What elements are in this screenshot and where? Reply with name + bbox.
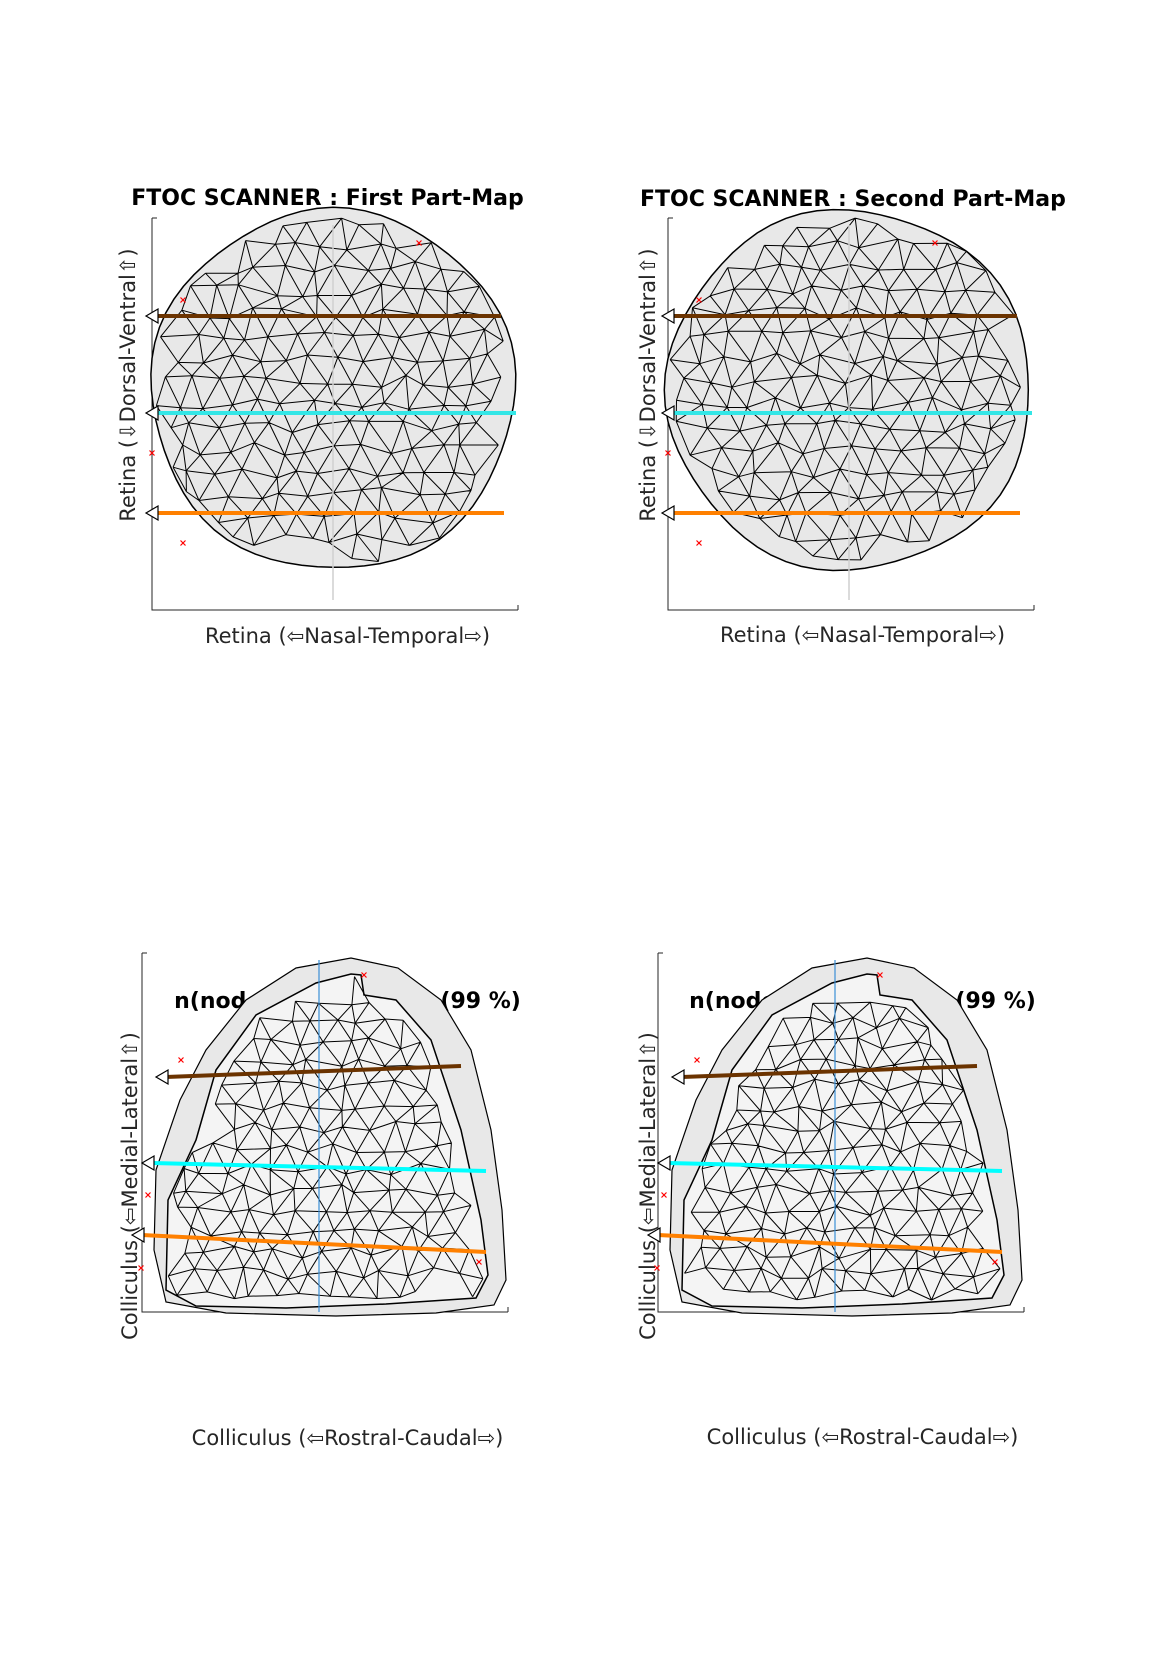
red-cross-marker: [654, 1265, 660, 1271]
arrow-head: [144, 307, 159, 325]
mesh-edges: [155, 217, 504, 562]
mesh-edges: [167, 976, 484, 1300]
triangle-mesh: [684, 1001, 1001, 1301]
triangle-mesh: [155, 217, 504, 562]
mesh-edges: [669, 217, 1021, 561]
scan-line-lateral: [130, 1226, 487, 1254]
red-cross-marker: [665, 450, 671, 456]
x-axis-label: Retina (⇦Nasal-Temporal⇨): [204, 624, 491, 648]
red-cross-marker: [696, 540, 702, 546]
red-cross-marker: [696, 297, 702, 303]
panel-colliculus-first: n(nodes): 473 of 478 (99 %) Colliculus (…: [0, 900, 1165, 1500]
scan-line-lateral: [646, 1226, 1003, 1254]
scan-line-stroke: [165, 1064, 462, 1079]
arrow-head: [154, 1068, 169, 1086]
scan-line-dorsal: [660, 307, 1017, 325]
scan-line-medial: [670, 1064, 978, 1086]
red-cross-marker: [180, 540, 186, 546]
arrow-head: [144, 404, 159, 422]
plot-axes: [667, 217, 1035, 611]
axis-lines: [667, 218, 1034, 611]
scan-line-stroke: [681, 1064, 978, 1079]
red-cross-marker: [694, 1057, 700, 1063]
panel-retina-second: FTOC SCANNER : Second Part-Map Retina (⇩…: [0, 0, 1165, 700]
panel-title: FTOC SCANNER : First Part-Map: [131, 186, 524, 211]
red-cross-marker: [145, 1192, 151, 1198]
arrow-head: [660, 504, 675, 522]
scan-line-medial: [154, 1064, 462, 1086]
scan-line-dorsal: [144, 307, 501, 325]
red-cross-marker: [992, 1259, 998, 1265]
x-axis-label: Colliculus (⇦Rostral-Caudal⇨): [191, 1426, 504, 1450]
red-cross-marker: [178, 1057, 184, 1063]
axis-lines: [151, 218, 518, 611]
arrow-head: [670, 1068, 685, 1086]
mesh-boundary: [165, 973, 489, 1309]
scan-line-stroke: [657, 1233, 1003, 1254]
red-cross-marker: [877, 972, 883, 978]
scan-line-middle: [140, 1154, 487, 1173]
retina-mesh-plot: [660, 208, 1035, 611]
red-cross-marker: [476, 1259, 482, 1265]
arrow-head: [130, 1226, 145, 1244]
retina-mesh-plot: [144, 206, 519, 611]
panel-retina-first: FTOC SCANNER : First Part-Map Retina (⇩D…: [0, 0, 1165, 700]
scan-line-ventral: [144, 504, 504, 522]
colliculus-mesh-plot: [646, 952, 1025, 1317]
red-cross-marker: [361, 972, 367, 978]
scan-line-ventral: [660, 504, 1020, 522]
red-cross-marker: [932, 240, 938, 246]
mesh-edges: [684, 1001, 1001, 1301]
arrow-head: [140, 1154, 155, 1172]
arrow-head: [646, 1226, 661, 1244]
plot-axes: [151, 217, 519, 611]
red-cross-marker: [180, 297, 186, 303]
arrow-head: [660, 307, 675, 325]
red-cross-marker: [149, 450, 155, 456]
panel-colliculus-second: n(nodes): 473 of 478 (99 %) Colliculus (…: [0, 900, 1165, 1500]
arrow-head: [660, 404, 675, 422]
x-axis-label: Retina (⇦Nasal-Temporal⇨): [719, 623, 1006, 647]
triangle-mesh: [167, 976, 484, 1300]
scan-line-stroke: [151, 1161, 487, 1173]
scan-line-middle: [144, 404, 516, 422]
colliculus-mesh-plot: [130, 952, 509, 1317]
scan-line-middle: [660, 404, 1032, 422]
scan-line-stroke: [667, 1161, 1003, 1173]
arrow-head: [144, 504, 159, 522]
panel-title: FTOC SCANNER : Second Part-Map: [640, 187, 1066, 212]
red-cross-marker: [661, 1192, 667, 1198]
arrow-head: [656, 1154, 671, 1172]
scan-line-middle: [656, 1154, 1003, 1173]
red-cross-marker: [138, 1265, 144, 1271]
scan-line-stroke: [141, 1233, 487, 1254]
red-cross-marker: [416, 240, 422, 246]
x-axis-label: Colliculus (⇦Rostral-Caudal⇨): [706, 1425, 1019, 1449]
triangle-mesh: [669, 217, 1021, 561]
